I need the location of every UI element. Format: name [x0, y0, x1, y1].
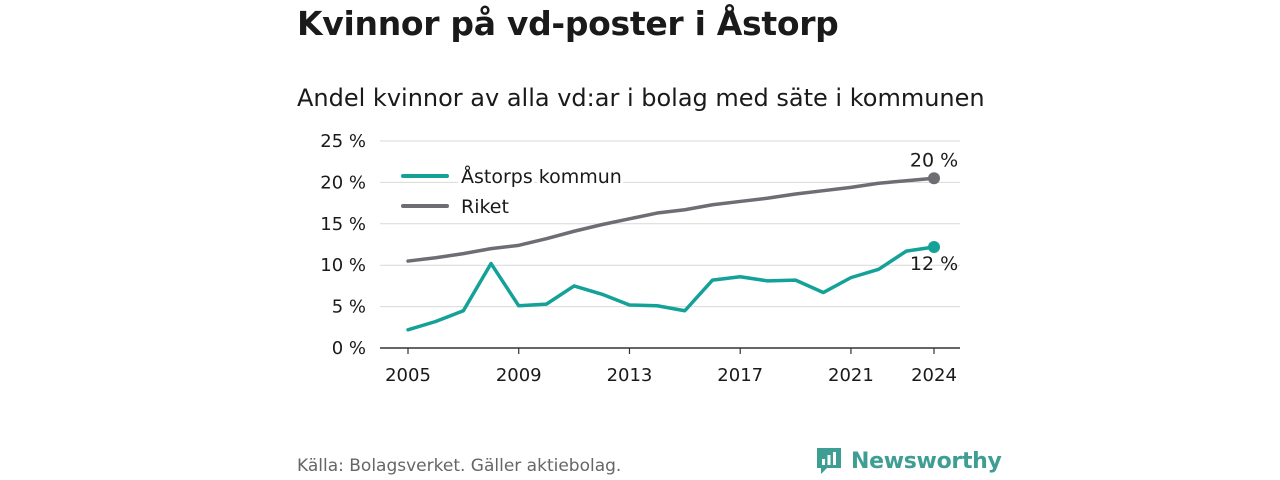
- x-tick-label: 2005: [385, 365, 431, 386]
- legend-label-halo: Riket: [461, 196, 509, 218]
- x-tick-label: 2013: [607, 365, 653, 386]
- end-label-riket: 20 %: [910, 149, 958, 171]
- x-tick-label: 2009: [496, 365, 542, 386]
- y-tick-label: 15 %: [320, 214, 366, 235]
- legend-label: Riket: [461, 196, 509, 218]
- x-tick-label: 2021: [828, 365, 874, 386]
- chart-subtitle: Andel kvinnor av alla vd:ar i bolag med …: [297, 84, 985, 112]
- y-tick-label: 5 %: [332, 297, 366, 318]
- source-note: Källa: Bolagsverket. Gäller aktiebolag.: [297, 456, 622, 476]
- newsworthy-logo-icon: [817, 448, 841, 474]
- end-point-astorp: [928, 240, 940, 253]
- y-tick-label: 20 %: [320, 172, 366, 193]
- series-line-astorp: [406, 245, 936, 332]
- legend-label-halo: Åstorps kommun: [461, 165, 622, 188]
- end-point-riket: [928, 172, 940, 185]
- series-line-riket: [406, 176, 936, 263]
- newsworthy-logo-text: Newsworthy: [851, 448, 1002, 474]
- y-tick-label: 25 %: [320, 131, 366, 152]
- x-tick-label: 2017: [717, 365, 763, 386]
- legend-label: Åstorps kommun: [461, 165, 622, 188]
- y-tick-label: 0 %: [332, 338, 366, 359]
- end-label-astorp: 12 %: [910, 253, 958, 275]
- y-tick-label: 10 %: [320, 255, 366, 276]
- chart-title: Kvinnor på vd-poster i Åstorp: [297, 4, 839, 43]
- line-chart: 0 % 5 % 10 % 15 % 20 % 25 % 2005 2009 2013 2017 2…: [320, 131, 960, 386]
- newsworthy-logo: Newsworthy: [815, 446, 1002, 476]
- x-tick-label: 2024: [911, 365, 957, 386]
